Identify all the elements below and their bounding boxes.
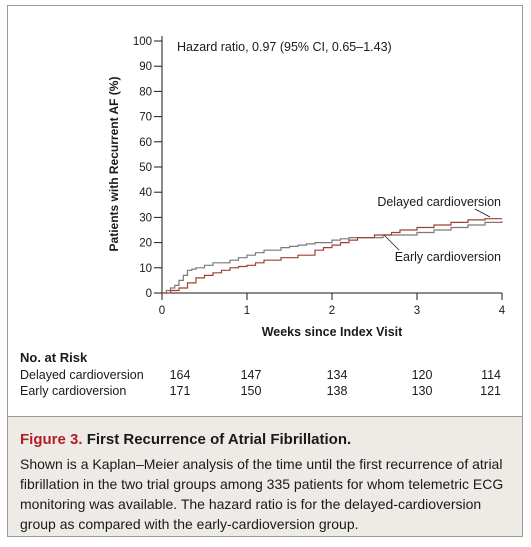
series-line-delayed-cardioversion — [162, 221, 503, 294]
at-risk-label-early: Early cardioversion — [20, 384, 126, 398]
y-tick-label: 90 — [139, 61, 152, 73]
y-tick-label: 0 — [146, 288, 152, 300]
caption-body: Shown is a Kaplan–Meier analysis of the … — [20, 456, 504, 532]
y-axis-title: Patients with Recurrent AF (%) — [107, 77, 121, 252]
at-risk-value: 150 — [241, 384, 262, 398]
y-tick-label: 20 — [139, 238, 152, 250]
at-risk-value: 171 — [170, 384, 191, 398]
figure-title: First Recurrence of Atrial Fibrillation. — [86, 431, 352, 448]
x-axis-title: Weeks since Index Visit — [262, 325, 403, 339]
y-tick-label: 70 — [139, 112, 152, 124]
x-tick-label: 1 — [244, 305, 250, 317]
at-risk-label-delayed: Delayed cardioversion — [20, 368, 144, 382]
y-tick-label: 30 — [139, 212, 152, 224]
series-line-early-cardioversion — [162, 218, 502, 294]
figure-label: Figure 3. — [20, 431, 83, 448]
leader-line-delayed — [474, 208, 491, 218]
caption-title: Figure 3. First Recurrence of Atrial Fib… — [20, 431, 510, 448]
x-tick-label: 0 — [159, 305, 165, 317]
x-tick-label: 2 — [329, 305, 335, 317]
at-risk-value: 134 — [327, 368, 348, 382]
x-tick-label: 3 — [414, 305, 420, 317]
hazard-ratio-annotation: Hazard ratio, 0.97 (95% CI, 0.65–1.43) — [177, 40, 392, 54]
kaplan-meier-chart: 0 10 20 30 40 50 60 70 80 90 100 0 1 2 3 4 Hazard rati… — [20, 36, 506, 398]
series-label-delayed: Delayed cardioversion — [377, 195, 501, 209]
x-tick-label: 4 — [499, 305, 506, 317]
at-risk-heading: No. at Risk — [20, 350, 88, 365]
y-tick-label: 80 — [139, 86, 152, 98]
y-tick-label: 50 — [139, 162, 152, 174]
figure-caption: Figure 3. First Recurrence of Atrial Fib… — [8, 416, 522, 536]
figure-panel: 0 10 20 30 40 50 60 70 80 90 100 0 1 2 3 4 Hazard rati… — [7, 5, 523, 537]
y-tick-label: 100 — [133, 36, 152, 48]
at-risk-value: 130 — [412, 384, 433, 398]
at-risk-value: 147 — [241, 368, 262, 382]
y-tick-label: 60 — [139, 137, 152, 149]
y-tick-label: 10 — [139, 263, 152, 275]
leader-line-early — [383, 234, 400, 251]
at-risk-value: 121 — [480, 384, 501, 398]
series-label-early: Early cardioversion — [395, 250, 501, 264]
y-tick-label: 40 — [139, 187, 152, 199]
at-risk-value: 164 — [170, 368, 191, 382]
at-risk-value: 120 — [412, 368, 433, 382]
at-risk-value: 114 — [481, 368, 501, 382]
at-risk-value: 138 — [327, 384, 348, 398]
